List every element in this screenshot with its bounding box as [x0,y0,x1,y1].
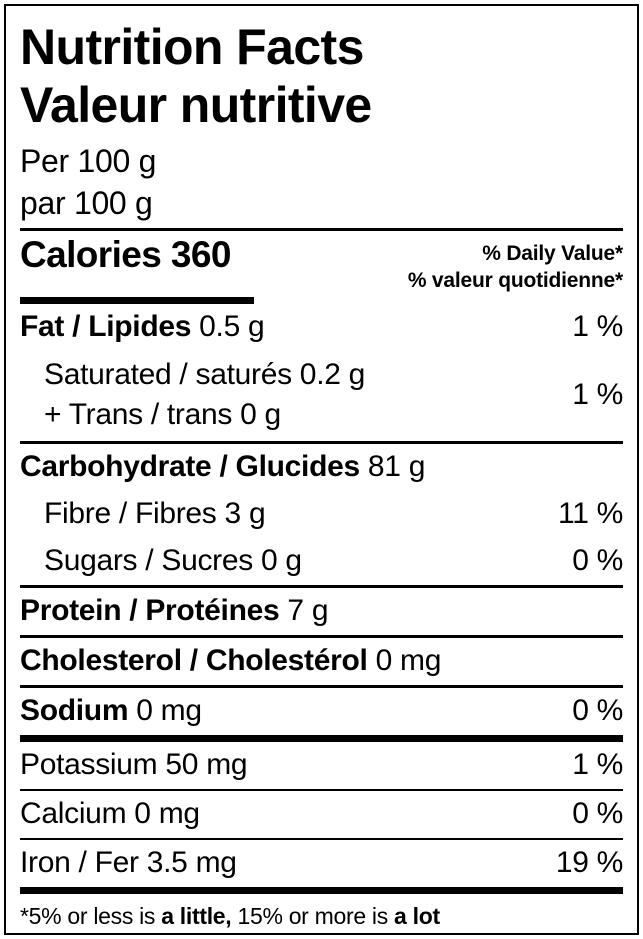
footnote-english: *5% or less is a little, 15% or more is … [20,894,623,933]
row-saturated-trans-group: Saturated / saturés 0.2 g + Trans / tran… [20,351,623,441]
row-protein-name: Protein / Protéines 7 g [20,594,329,628]
footnote-en-bold1: a little, [161,903,232,930]
row-iron-name: Iron / Fer 3.5 mg [20,846,237,880]
row-fat: Fat / Lipides 0.5 g 1 % [20,304,623,351]
row-fat-amount: 0.5 g [191,310,265,344]
label-inner: Nutrition Facts Valeur nutritive Per 100… [6,6,637,933]
row-carbohydrate-amount: 81 g [359,450,426,484]
calories-underline-bar [20,297,254,305]
calories-block: Calories 360 % Daily Value* % valeur quo… [20,231,623,305]
row-potassium: Potassium 50 mg 1 % [20,742,623,789]
daily-value-header-english: % Daily Value* [482,242,623,266]
label-title-english: Nutrition Facts [20,19,364,75]
footnote-en-part2: 15% or more is [231,903,395,930]
divider-above-calories [20,228,623,232]
footnote-en-part1: *5% or less is [20,903,162,930]
row-cholesterol-amount: 0 mg [367,644,442,678]
serving-size-english: Per 100 g [20,143,157,179]
label-title-french: Valeur nutritive [20,77,372,133]
row-sodium-name-bold: Sodium [20,694,129,728]
row-sodium-name: Sodium 0 mg [20,696,202,726]
divider-above-minerals [20,735,623,743]
row-protein: Protein / Protéines 7 g [20,588,623,635]
row-saturated-name: Saturated / saturés 0.2 g [44,358,366,392]
row-protein-name-bold: Protein / Protéines [20,594,280,628]
row-fat-name: Fat / Lipides 0.5 g [20,310,265,344]
row-calcium-dv: 0 % [572,797,623,831]
divider-above-footnote [20,887,623,895]
row-sodium-dv: 0 % [572,694,623,728]
divider-above-sodium [20,685,623,689]
row-iron: Iron / Fer 3.5 mg 19 % [20,840,623,887]
row-sodium: Sodium 0 mg 0 % [20,688,623,735]
footnote-en-bold2: a lot [394,903,440,930]
row-cholesterol-name-bold: Cholesterol / Cholestérol [20,644,368,678]
row-fibre-name: Fibre / Fibres 3 g [44,497,266,531]
footnote-french: *5 % ou moins c’est peu, 15 % ou plus c’… [20,933,623,934]
daily-value-header-french: % valeur quotidienne* [407,268,623,292]
divider-above-protein [20,585,623,589]
nutrition-facts-label: Nutrition Facts Valeur nutritive Per 100… [4,4,639,935]
divider-above-iron [20,838,623,841]
row-fibre-dv: 11 % [558,497,623,531]
row-saturated-trans-names: Saturated / saturés 0.2 g + Trans / tran… [20,355,560,435]
serving-size-french: par 100 g [20,185,153,222]
row-sodium-amount: 0 mg [128,694,202,728]
divider-above-calcium [20,789,623,792]
row-potassium-name: Potassium 50 mg [20,748,248,782]
row-cholesterol-name: Cholesterol / Cholestérol 0 mg [20,646,441,676]
row-carbohydrate-name: Carbohydrate / Glucides 81 g [20,452,425,482]
calories-label: Calories 360 [20,234,231,276]
row-fat-dv: 1 % [572,310,623,344]
row-fibre: Fibre / Fibres 3 g 11 % [20,491,623,538]
row-sugars: Sugars / Sucres 0 g 0 % [20,538,623,585]
row-sugars-name: Sugars / Sucres 0 g [44,544,302,578]
row-trans-name: + Trans / trans 0 g [44,398,281,432]
row-sugars-dv: 0 % [572,544,623,578]
row-saturated-trans-dv: 1 % [572,378,623,412]
row-carbohydrate-name-bold: Carbohydrate / Glucides [20,450,360,484]
row-protein-amount: 7 g [279,594,329,628]
row-cholesterol: Cholesterol / Cholestérol 0 mg [20,638,623,685]
row-fat-name-bold: Fat / Lipides [20,310,192,344]
row-carbohydrate: Carbohydrate / Glucides 81 g [20,444,623,491]
divider-above-carbohydrate [20,441,623,445]
calories-row: Calories 360 % Daily Value* % valeur quo… [20,235,623,294]
row-potassium-dv: 1 % [572,748,623,782]
row-calcium: Calcium 0 mg 0 % [20,791,623,838]
daily-value-header: % Daily Value* % valeur quotidienne* [408,235,623,294]
divider-above-cholesterol [20,635,623,639]
row-iron-dv: 19 % [555,846,623,880]
row-calcium-name: Calcium 0 mg [20,797,200,831]
